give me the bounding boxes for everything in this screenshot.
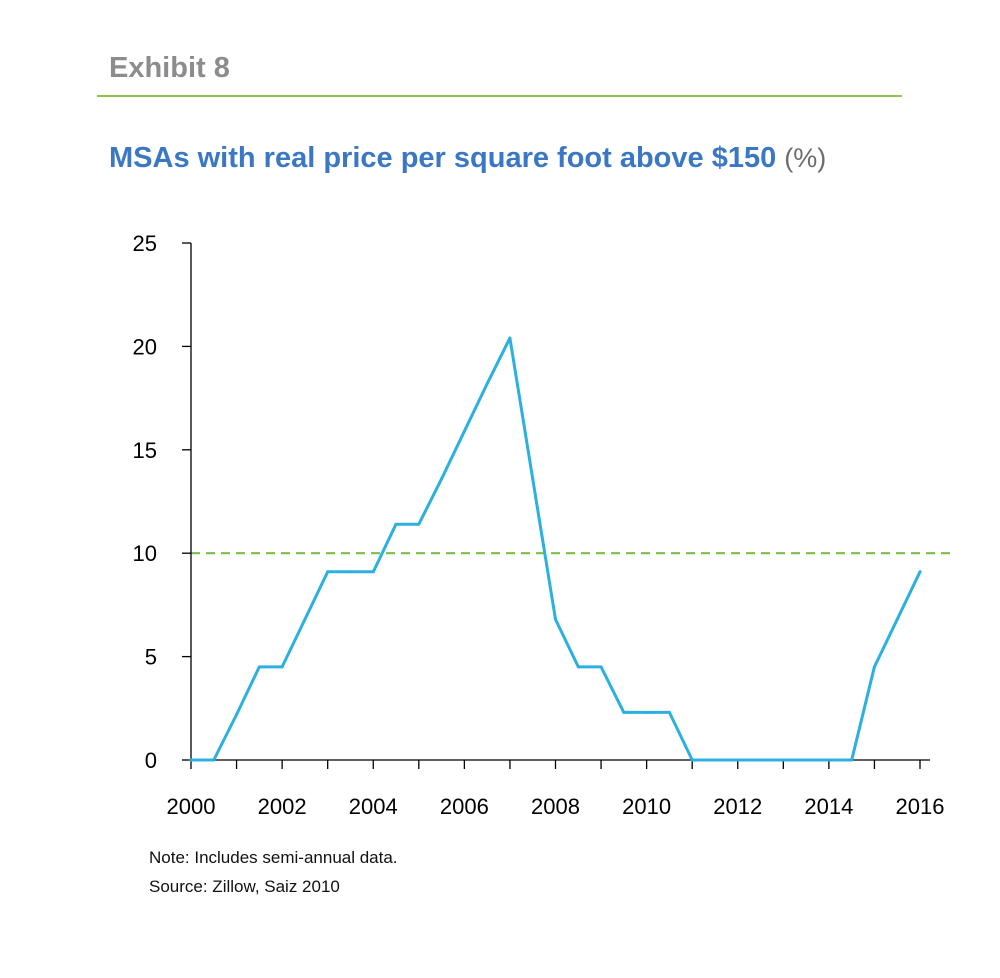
tick-label-layer: 0 5 10 15 20 25 2000 2002 2004 2006 2008 2010 2012 20…	[133, 231, 945, 819]
data-point	[918, 570, 922, 574]
data-point	[348, 570, 352, 574]
data-point	[576, 665, 580, 669]
data-point	[872, 665, 876, 669]
data-point	[394, 522, 398, 526]
data-point	[599, 665, 603, 669]
data-point	[827, 758, 831, 762]
source-text: Source: Zillow, Saiz 2010	[149, 877, 340, 896]
data-point	[531, 477, 535, 481]
data-point	[713, 758, 717, 762]
data-point	[690, 758, 694, 762]
chart-notes: Note: Includes semi-annual data. Source:…	[149, 843, 398, 901]
y-tick-label: 5	[145, 645, 157, 670]
x-tick-label: 2014	[804, 794, 853, 819]
chart-title: MSAs with real price per square foot abo…	[109, 142, 826, 175]
y-tick-label: 10	[133, 541, 157, 566]
data-point	[759, 758, 763, 762]
data-point	[189, 758, 193, 762]
data-point	[485, 382, 489, 386]
data-point	[736, 758, 740, 762]
data-point	[622, 710, 626, 714]
x-tick-label: 2004	[349, 794, 398, 819]
x-tick-label: 2016	[896, 794, 945, 819]
data-point	[554, 617, 557, 621]
chart-title-text: MSAs with real price per square foot abo…	[109, 142, 777, 174]
series-line	[189, 336, 922, 762]
x-tick-label: 2006	[440, 794, 489, 819]
data-point	[645, 710, 649, 714]
y-tick-label: 25	[133, 231, 157, 256]
x-tick-label: 2000	[167, 794, 216, 819]
exhibit-label: Exhibit 8	[109, 52, 230, 84]
x-tick-label: 2010	[622, 794, 671, 819]
axes-layer	[182, 242, 930, 769]
data-point	[667, 710, 671, 714]
y-tick-label: 15	[133, 438, 157, 463]
header-rule	[97, 95, 902, 97]
data-point	[462, 429, 466, 433]
data-point	[440, 477, 444, 481]
data-point	[417, 522, 421, 526]
data-point	[257, 665, 261, 669]
data-point	[804, 758, 808, 762]
y-tick-label: 0	[145, 748, 157, 773]
data-point	[371, 570, 375, 574]
data-point	[303, 617, 307, 621]
data-point	[508, 336, 512, 340]
data-point	[212, 758, 216, 762]
data-point	[280, 665, 284, 669]
data-point	[235, 713, 239, 717]
data-point	[895, 617, 899, 621]
series-layer	[189, 336, 922, 762]
data-point	[850, 758, 854, 762]
chart-title-unit: (%)	[784, 143, 827, 173]
x-tick-label: 2012	[713, 794, 762, 819]
note-text: Note: Includes semi-annual data.	[149, 848, 398, 867]
data-point	[326, 570, 330, 574]
x-tick-label: 2008	[531, 794, 580, 819]
data-point	[781, 758, 785, 762]
y-tick-label: 20	[133, 334, 157, 359]
x-tick-label: 2002	[258, 794, 307, 819]
